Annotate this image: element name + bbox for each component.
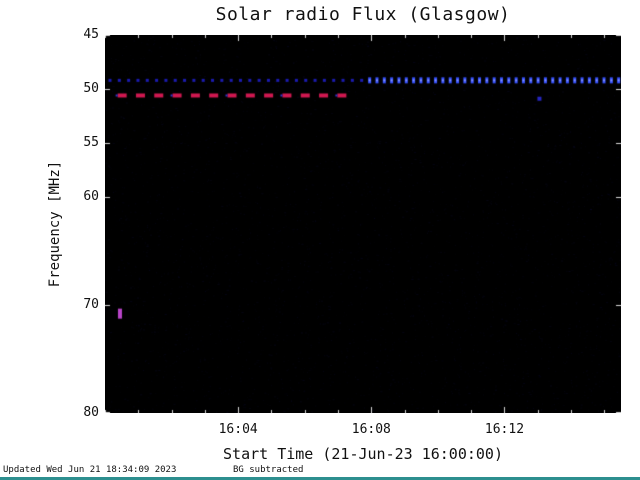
footer-bg-subtracted-text: BG subtracted xyxy=(233,465,304,475)
chart-title: Solar radio Flux (Glasgow) xyxy=(215,4,511,25)
y-axis-tick-labels: 45 50 55 60 70 80 xyxy=(60,0,101,480)
x-tick-label: 16:12 xyxy=(484,422,525,437)
x-tick-label: 16:08 xyxy=(351,422,391,437)
footer-updated-text: Updated Wed Jun 21 18:34:09 2023 xyxy=(3,465,177,475)
y-tick-label: 70 xyxy=(83,297,99,312)
y-tick-label: 55 xyxy=(83,135,99,150)
y-tick-label: 45 xyxy=(83,27,99,42)
x-axis-tick-labels: 16:04 16:08 16:12 xyxy=(0,422,640,440)
x-axis-label: Start Time (21-Jun-23 16:00:00) xyxy=(223,445,503,463)
x-tick-label: 16:04 xyxy=(218,422,258,437)
y-tick-label: 60 xyxy=(83,189,99,204)
y-tick-label: 50 xyxy=(83,81,99,96)
y-tick-label: 80 xyxy=(83,405,99,420)
spectrogram-canvas xyxy=(105,35,621,413)
footer-divider xyxy=(0,477,640,480)
